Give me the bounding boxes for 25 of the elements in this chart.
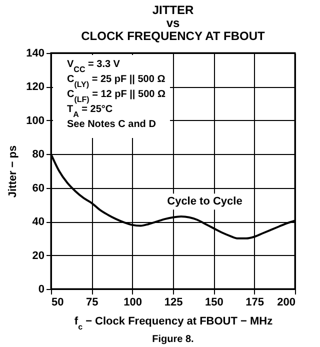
x-axis-title: f$_{c}$ − Clock Frequency at FBOUT − MHz — [74, 316, 274, 331]
y-tick-label: 60 — [32, 182, 44, 194]
y-axis-title: Jitter − ps — [7, 145, 20, 198]
annotation: V$_{CC}$ = 3.3 V — [67, 59, 120, 74]
y-tick-label: 20 — [32, 250, 44, 262]
y-tick-label: 0 — [38, 284, 44, 296]
annotation: C$_{(LF)}$ = 12 pF || 500 Ω — [67, 89, 166, 104]
y-tick-label: 80 — [32, 148, 44, 161]
chart-title: JITTER vs CLOCK FREQUENCY AT FBOUT — [81, 3, 266, 43]
y-tick-label: 120 — [26, 81, 44, 94]
x-tick-label: 175 — [246, 296, 264, 308]
x-tick-label: 100 — [124, 296, 142, 308]
y-tick-label: 100 — [26, 114, 44, 127]
x-tick-label: 125 — [164, 296, 183, 308]
x-tick-label: 75 — [86, 296, 98, 308]
x-tick-label: 150 — [204, 296, 224, 308]
caption: Figure 8. — [152, 334, 194, 345]
y-tick-label: 140 — [26, 48, 44, 60]
annotation: T$_{A}$ = 25°C — [67, 104, 113, 118]
series-label: Cycle to Cycle — [167, 196, 242, 208]
y-tick-label: 40 — [32, 216, 44, 228]
annotation: C$_{(LY)}$ = 25 pF || 500 Ω — [67, 74, 166, 88]
annotation: See Notes C and D — [67, 119, 156, 130]
x-tick-label: 50 — [52, 296, 64, 308]
x-tick-label: 200 — [277, 296, 296, 308]
